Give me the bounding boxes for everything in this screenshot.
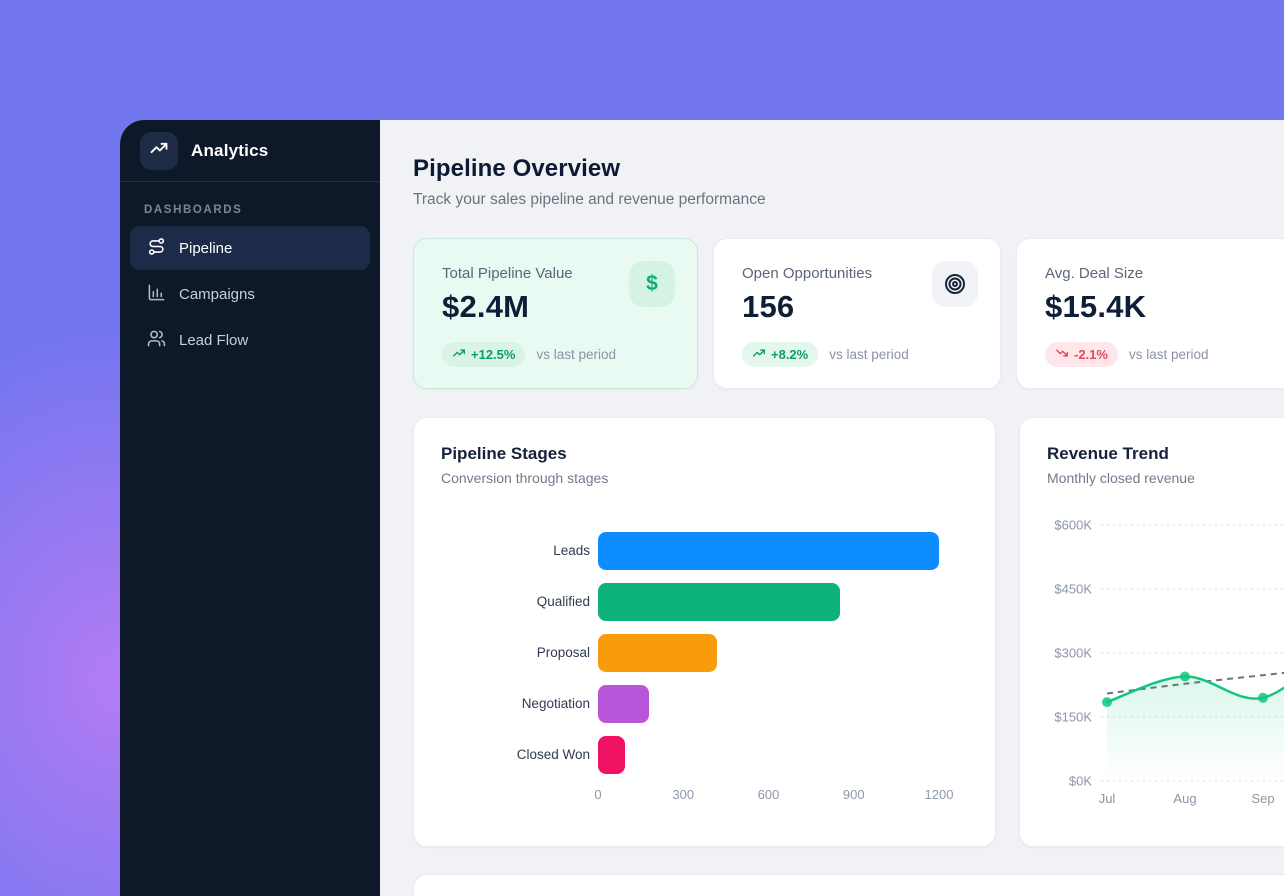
bar-category-label: Negotiation	[521, 696, 590, 711]
data-point	[1102, 697, 1112, 708]
pipeline-stages-card: Pipeline Stages Conversion through stage…	[413, 417, 996, 847]
bar	[598, 583, 840, 621]
y-tick-label: $0K	[1069, 774, 1092, 789]
chart-subtitle: Monthly closed revenue	[1047, 470, 1195, 486]
compare-label: vs last period	[536, 347, 616, 362]
bar	[598, 685, 650, 723]
bar-category-label: Leads	[553, 543, 590, 558]
y-tick-label: $450K	[1054, 582, 1092, 597]
stat-value: $2.4M	[442, 289, 530, 324]
sidebar-section-label: DASHBOARDS	[144, 204, 243, 216]
sidebar-item-label: Lead Flow	[179, 331, 249, 349]
bar-category-label: Proposal	[536, 645, 590, 660]
app-window: Analytics DASHBOARDS Pipeline Campaigns	[120, 120, 1284, 896]
revenue-trend-card: Revenue Trend Monthly closed revenue $60…	[1019, 417, 1284, 847]
x-axis: 0 300 600 900 1200	[594, 787, 963, 803]
x-tick-label: Jul	[1099, 791, 1116, 806]
bar-row: Proposal	[441, 634, 963, 672]
bar-chart-icon	[147, 283, 166, 306]
charts-row: Pipeline Stages Conversion through stage…	[413, 417, 1284, 847]
chart-subtitle: Conversion through stages	[441, 470, 609, 486]
trending-up-icon	[149, 138, 169, 163]
stat-value: 156	[742, 289, 795, 324]
bar-row: Leads	[441, 532, 963, 570]
page-subtitle: Track your sales pipeline and revenue pe…	[413, 191, 766, 208]
sidebar-item-pipeline[interactable]: Pipeline	[130, 226, 370, 270]
area-fill	[1107, 676, 1284, 781]
sidebar-item-label: Pipeline	[179, 239, 233, 257]
compare-label: vs last period	[1128, 347, 1209, 362]
trending-up-icon	[752, 346, 766, 363]
page-title: Pipeline Overview	[413, 155, 621, 182]
x-tick-label: Sep	[1251, 791, 1274, 806]
main-content: Pipeline Overview Track your sales pipel…	[380, 120, 1284, 896]
change-badge: +12.5%	[442, 342, 526, 367]
data-point	[1258, 692, 1268, 703]
change-badge: +8.2%	[742, 342, 819, 367]
line-chart: $600K $450K $300K $150K $0K Jul Aug Sep	[1020, 508, 1284, 828]
x-tick-label: 600	[757, 787, 780, 802]
change-badge: -2.1%	[1045, 342, 1118, 367]
app-name: Analytics	[191, 140, 269, 160]
sidebar-item-lead-flow[interactable]: Lead Flow	[130, 318, 370, 362]
sidebar-header: Analytics	[120, 120, 380, 182]
route-icon	[147, 237, 166, 260]
bar-chart: Leads Qualified Proposal Negotiation Closed …	[441, 532, 963, 803]
stat-label: Total Pipeline Value	[442, 265, 573, 282]
bar-row: Qualified	[441, 583, 963, 621]
sidebar-nav: Pipeline Campaigns Lead Flow	[120, 226, 380, 362]
x-tick-label: 900	[842, 787, 865, 802]
chart-title: Revenue Trend	[1047, 444, 1169, 463]
bar	[598, 532, 939, 570]
sidebar: Analytics DASHBOARDS Pipeline Campaigns	[120, 120, 380, 896]
bar	[598, 736, 625, 774]
bar-category-label: Qualified	[536, 594, 590, 609]
bar-category-label: Closed Won	[516, 747, 590, 762]
stat-card-total-pipeline-value: Total Pipeline Value $2.4M +12.5% vs las…	[413, 238, 698, 389]
bottom-card	[413, 874, 1284, 896]
trending-up-icon	[452, 346, 466, 363]
target-icon	[932, 261, 978, 307]
sidebar-item-campaigns[interactable]: Campaigns	[130, 272, 370, 316]
x-tick-label: Aug	[1173, 791, 1196, 806]
chart-title: Pipeline Stages	[441, 444, 567, 463]
stat-value: $15.4K	[1045, 289, 1147, 324]
compare-label: vs last period	[829, 347, 909, 362]
revenue-line	[1105, 675, 1284, 704]
stat-card-avg-deal-size: Avg. Deal Size $15.4K -2.1% vs last peri…	[1016, 238, 1284, 389]
stat-label: Open Opportunities	[742, 265, 873, 282]
stats-row: Total Pipeline Value $2.4M +12.5% vs las…	[413, 238, 1284, 389]
trending-down-icon	[1055, 346, 1069, 363]
data-point	[1180, 671, 1190, 682]
dollar-icon: $	[629, 261, 675, 307]
y-tick-label: $150K	[1054, 710, 1092, 725]
x-tick-label: 1200	[924, 787, 954, 802]
stat-label: Avg. Deal Size	[1045, 265, 1144, 282]
users-icon	[147, 329, 166, 352]
x-tick-label: 0	[594, 787, 602, 802]
y-tick-label: $300K	[1054, 646, 1092, 661]
y-tick-label: $600K	[1054, 518, 1092, 533]
x-tick-label: 300	[672, 787, 695, 802]
stat-card-open-opportunities: Open Opportunities 156 +8.2% vs last per…	[713, 238, 1001, 389]
bar-row: Negotiation	[441, 685, 963, 723]
bar-row: Closed Won	[441, 736, 963, 774]
app-logo	[140, 131, 178, 170]
bar	[598, 634, 718, 672]
sidebar-item-label: Campaigns	[179, 285, 255, 303]
